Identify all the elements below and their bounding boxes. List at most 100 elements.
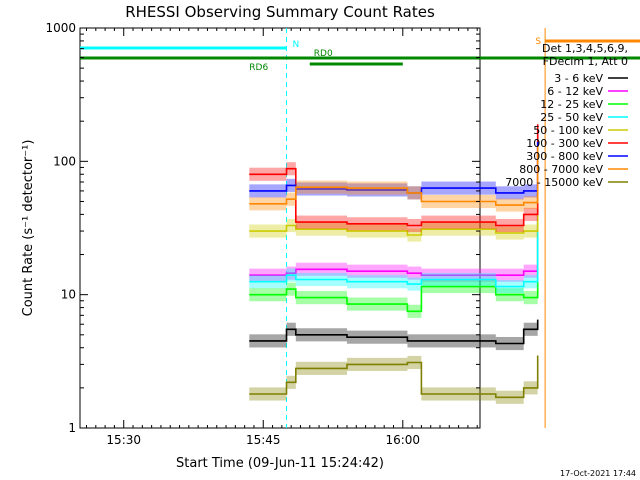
series-band: [249, 184, 287, 198]
series-band: [346, 275, 408, 289]
flag-label-n: N: [293, 40, 300, 50]
series-band: [286, 192, 296, 206]
flag-label-rd0: RD0: [314, 49, 333, 59]
x-tick-label: 15:30: [106, 433, 141, 447]
series-line: [249, 319, 539, 345]
series-band: [495, 218, 524, 233]
x-axis: 15:30 15:45 16:00: [86, 28, 478, 447]
series-line: [249, 214, 539, 288]
x-tick-label: 15:45: [246, 433, 281, 447]
legend-header-line: Det 1,3,4,5,6,9,: [542, 42, 628, 55]
legend-label: 3 - 6 keV: [554, 72, 603, 85]
series-line: [249, 231, 539, 313]
series-band: [346, 224, 408, 238]
plot-marks: [249, 28, 546, 428]
series-band: [295, 291, 347, 305]
series-line: [249, 124, 539, 227]
series-band: [407, 186, 422, 200]
series-band: [295, 222, 347, 236]
legend-label: 300 - 800 keV: [526, 150, 603, 163]
series-band: [495, 198, 524, 212]
series-band: [523, 224, 538, 238]
series-band: [295, 361, 347, 375]
series-band: [346, 357, 408, 371]
series-band: [286, 282, 296, 296]
legend-label: 7000 - 15000 keV: [505, 176, 603, 189]
chart-title: RHESSI Observing Summary Count Rates: [125, 3, 435, 21]
series-band: [495, 288, 524, 302]
series-band: [495, 336, 524, 351]
legend-label: 25 - 50 keV: [540, 111, 603, 124]
series-band: [421, 280, 496, 294]
flag-bars: N S RD0 RD6: [80, 37, 640, 73]
series-band: [495, 268, 524, 282]
y-axis: 1 10 100 1000: [45, 21, 480, 435]
legend-label: 800 - 7000 keV: [519, 163, 603, 176]
y-tick-label: 1000: [45, 21, 76, 35]
series-band: [346, 330, 408, 344]
series-band: [249, 197, 287, 211]
x-tick-label: 16:00: [385, 433, 420, 447]
y-axis-label: Count Rate (s⁻¹ detector⁻¹): [21, 140, 36, 317]
legend-header-line: FDecim 1, Att 0: [543, 55, 628, 68]
series-band: [421, 222, 496, 236]
series-band: [249, 334, 287, 348]
series-band: [523, 322, 538, 336]
series-band: [495, 226, 524, 240]
series-band: [523, 207, 538, 221]
legend-label: 50 - 100 keV: [533, 124, 603, 137]
flag-label-s: S: [535, 37, 541, 47]
series-band: [295, 272, 347, 287]
y-tick-label: 10: [61, 288, 76, 302]
series-band: [286, 218, 296, 233]
series-band: [407, 266, 422, 280]
series-6-12-keV: [249, 214, 539, 282]
series-band: [523, 381, 538, 395]
y-tick-label: 100: [53, 154, 76, 168]
series-band: [407, 304, 422, 318]
series-band: [249, 268, 287, 282]
series-25-50-keV: [249, 214, 539, 294]
series-band: [421, 387, 496, 401]
series-band: [421, 272, 496, 287]
series-band: [286, 322, 296, 336]
date-stamp: 17-Oct-2021 17:44: [560, 469, 636, 478]
y-tick-label: 1: [68, 421, 76, 435]
series-band: [249, 167, 287, 181]
series-band: [421, 334, 496, 348]
series-band: [523, 275, 538, 289]
series-band: [295, 328, 347, 342]
series-band: [249, 288, 287, 302]
series-band: [295, 262, 347, 276]
series-line: [249, 214, 539, 277]
series-band: [421, 268, 496, 282]
series-band: [421, 181, 496, 195]
series-band: [495, 186, 524, 200]
series-50-100-keV: [249, 190, 539, 242]
series-band: [249, 387, 287, 401]
series-band: [523, 184, 538, 198]
flag-bar-rd6: [309, 62, 403, 66]
x-axis-label: Start Time (09-Jun-11 15:24:42): [176, 456, 384, 471]
series-band: [495, 280, 524, 294]
plot-frame: [79, 27, 481, 429]
series-band: [346, 264, 408, 278]
series-band: [523, 196, 538, 210]
series-band: [407, 218, 422, 233]
series-band: [286, 162, 296, 176]
series-3-6-keV: [249, 319, 539, 351]
flag-bar-rd0: [80, 56, 640, 60]
series-band: [295, 215, 347, 229]
flag-label-rd6: RD6: [249, 63, 268, 73]
series-band: [286, 266, 296, 280]
series-band: [407, 334, 422, 348]
series-band: [346, 183, 408, 197]
legend-label: 12 - 25 keV: [540, 98, 603, 111]
series-band: [286, 268, 296, 282]
series-100-300-keV: [249, 124, 539, 233]
series-band: [286, 178, 296, 192]
series-band: [346, 181, 408, 195]
series-band: [249, 224, 287, 238]
series-band: [346, 297, 408, 311]
